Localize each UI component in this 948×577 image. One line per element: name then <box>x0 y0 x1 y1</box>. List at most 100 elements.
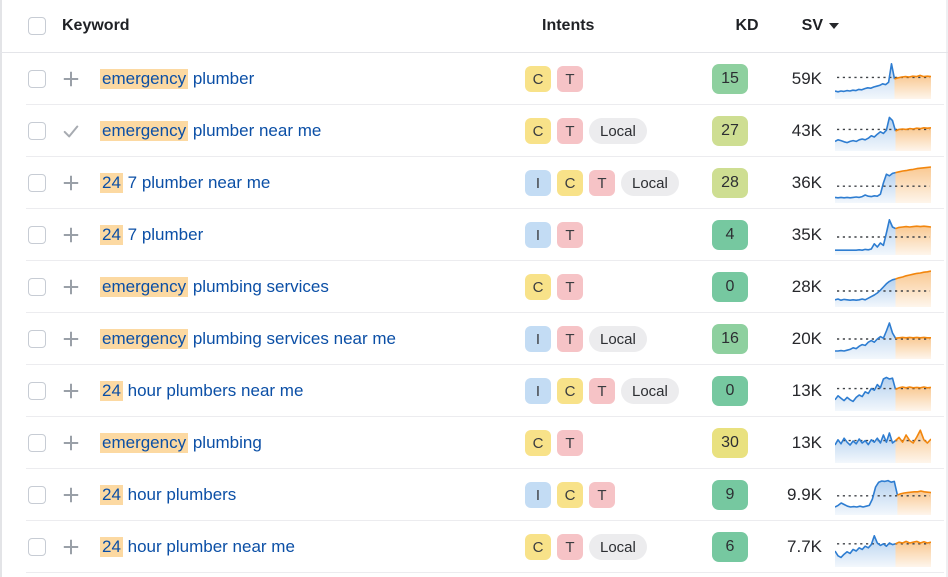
column-header-sv[interactable]: SV <box>767 17 839 35</box>
row-checkbox[interactable] <box>28 486 46 504</box>
kd-badge: 4 <box>712 220 748 250</box>
trend-sparkline <box>834 423 932 463</box>
row-checkbox[interactable] <box>28 382 46 400</box>
intent-badge-i: I <box>525 378 551 404</box>
intent-badge-c: C <box>557 170 583 196</box>
search-volume-value: 36K <box>791 173 822 192</box>
intent-badge-i: I <box>525 482 551 508</box>
plus-icon <box>63 227 79 243</box>
intent-badge-t: T <box>557 118 583 144</box>
add-keyword-button[interactable] <box>62 537 80 557</box>
intent-badge-local: Local <box>621 378 679 404</box>
row-checkbox[interactable] <box>28 122 46 140</box>
kd-badge: 0 <box>712 272 748 302</box>
keyword-highlight: emergency <box>100 433 189 453</box>
intent-badge-c: C <box>557 482 583 508</box>
keyword-link[interactable]: emergency plumbing <box>100 433 262 453</box>
intents-cell: C T Local <box>525 118 710 144</box>
plus-icon <box>63 71 79 87</box>
add-keyword-button[interactable] <box>62 173 80 193</box>
intent-badge-c: C <box>525 430 551 456</box>
plus-icon <box>63 487 79 503</box>
table-row: 24 hour plumbers near me I C T Local 0 13K <box>0 365 948 417</box>
intent-badge-i: I <box>525 222 551 248</box>
kd-badge: 28 <box>712 168 748 198</box>
intent-badge-c: C <box>525 274 551 300</box>
keyword-link[interactable]: 24 7 plumber <box>100 225 204 245</box>
add-keyword-button[interactable] <box>62 225 80 245</box>
search-volume-value: 43K <box>791 121 822 140</box>
row-checkbox[interactable] <box>28 330 46 348</box>
column-header-kd[interactable]: KD <box>735 17 759 34</box>
add-keyword-button[interactable] <box>62 329 80 349</box>
keyword-link[interactable]: emergency plumbing services <box>100 277 329 297</box>
trend-sparkline <box>834 111 932 151</box>
table-row: emergency plumber near me C T Local 27 43K <box>0 105 948 157</box>
keyword-highlight: 24 <box>100 485 123 505</box>
intent-badge-c: C <box>525 118 551 144</box>
intent-badge-t: T <box>557 274 583 300</box>
search-volume-value: 20K <box>791 329 822 348</box>
row-checkbox[interactable] <box>28 434 46 452</box>
intent-badge-t: T <box>557 222 583 248</box>
intent-badge-c: C <box>525 534 551 560</box>
keyword-highlight: emergency <box>100 329 189 349</box>
keyword-link[interactable]: emergency plumber <box>100 69 255 89</box>
scrollbar-track[interactable] <box>946 0 948 577</box>
intents-cell: I C T Local <box>525 170 710 196</box>
trend-sparkline <box>835 319 931 359</box>
add-keyword-button[interactable] <box>62 485 80 505</box>
kd-badge: 27 <box>712 116 748 146</box>
kd-badge: 0 <box>712 376 748 406</box>
plus-icon <box>63 383 79 399</box>
search-volume-value: 28K <box>791 277 822 296</box>
plus-icon <box>63 331 79 347</box>
table-row: 24 hour plumber near me C T Local 6 7.7K <box>0 521 948 573</box>
search-volume-value: 13K <box>791 433 822 452</box>
row-checkbox[interactable] <box>28 278 46 296</box>
keyword-link[interactable]: 24 hour plumbers near me <box>100 381 304 401</box>
keyword-link[interactable]: 24 hour plumbers <box>100 485 237 505</box>
keyword-highlight: emergency <box>100 277 189 297</box>
trend-sparkline <box>834 59 932 99</box>
kd-badge: 30 <box>712 428 748 458</box>
intent-badge-c: C <box>525 66 551 92</box>
keyword-link[interactable]: emergency plumber near me <box>100 121 322 141</box>
add-keyword-button[interactable] <box>62 277 80 297</box>
add-keyword-button[interactable] <box>62 381 80 401</box>
keyword-link[interactable]: 24 7 plumber near me <box>100 173 271 193</box>
add-keyword-button[interactable] <box>62 433 80 453</box>
keyword-link[interactable]: 24 hour plumber near me <box>100 537 295 557</box>
keyword-highlight: 24 <box>100 173 123 193</box>
intent-badge-t: T <box>557 534 583 560</box>
plus-icon <box>63 539 79 555</box>
keyword-highlight: 24 <box>100 537 123 557</box>
row-checkbox[interactable] <box>28 70 46 88</box>
intents-cell: C T Local <box>525 534 710 560</box>
keyword-highlight: emergency <box>100 121 189 141</box>
select-all-checkbox[interactable] <box>28 17 46 35</box>
check-icon <box>63 125 79 138</box>
row-checkbox[interactable] <box>28 226 46 244</box>
intent-badge-local: Local <box>589 326 647 352</box>
keyword-link[interactable]: emergency plumbing services near me <box>100 329 396 349</box>
intent-badge-local: Local <box>589 534 647 560</box>
keyword-added-check[interactable] <box>62 121 80 141</box>
keyword-highlight: 24 <box>100 381 123 401</box>
add-keyword-button[interactable] <box>62 69 80 89</box>
row-checkbox[interactable] <box>28 538 46 556</box>
trend-sparkline <box>834 527 932 567</box>
search-volume-value: 7.7K <box>787 537 822 556</box>
row-checkbox[interactable] <box>28 174 46 192</box>
column-header-keyword: Keyword <box>62 17 130 34</box>
kd-badge: 9 <box>712 480 748 510</box>
search-volume-value: 13K <box>791 381 822 400</box>
kd-badge: 6 <box>712 532 748 562</box>
intents-cell: I T Local <box>525 326 710 352</box>
column-header-intents: Intents <box>542 17 595 34</box>
